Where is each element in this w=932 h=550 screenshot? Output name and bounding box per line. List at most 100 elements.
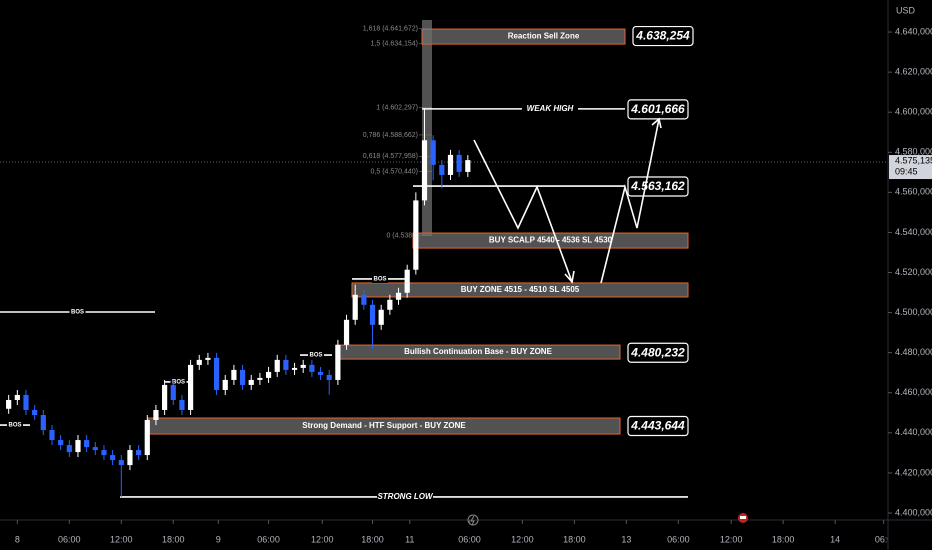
price-tag: 4.480,232 [630,345,685,359]
candle-body [196,359,202,365]
candle-body [32,409,38,415]
candle-body [127,450,133,466]
candle-body [213,357,220,390]
x-tick-label: 06:0 [875,534,893,544]
candle-body [413,200,419,270]
candle-body [352,294,358,320]
bos-label: BOS [71,310,84,316]
candle-body [369,304,376,325]
candle-body [317,371,324,375]
candle-body [456,154,462,172]
fib-label: 1 (4.602,297) [376,104,418,111]
x-tick-label: 06:00 [58,534,81,544]
level-label: WEAK HIGH [527,104,574,113]
bos-label-bg [170,377,187,386]
projection-path [473,139,573,283]
candle-body [231,369,237,380]
x-tick-label: 12:00 [511,534,534,544]
candle-body [66,445,72,453]
axis-layer: USD 4.400,000 4.420,000 4.440,000 4.460,000 4… [888,5,932,517]
candle-body [101,450,107,456]
candle-body [421,140,428,201]
fib-label: 0 (4.538,4 [386,232,418,239]
x-tick-label: 12:00 [311,534,334,544]
candle-body [14,394,20,400]
zone-label: Strong Demand - HTF Support - BUY ZONE [302,421,466,430]
x-tick-label: 06:00 [458,534,481,544]
projection-path [600,118,660,284]
lightning-glyph [470,515,475,526]
x-tick-label: 18:00 [563,534,586,544]
candle-body [465,160,471,172]
candle-body [257,377,263,380]
y-tick-label: 4.480,000 [895,347,932,357]
x-tick-label: 18:00 [361,534,384,544]
last-price-box [889,155,932,180]
last-price-label: 4.575,135 [895,155,932,165]
candle-body [283,359,289,370]
fib-label: 1,618 (4.641,672) [363,26,418,33]
candle-body [404,269,410,293]
x-tick-label: 14 [830,534,840,544]
candle-body [326,374,332,380]
x-tick-label: 06:00 [257,534,280,544]
candle-body [291,367,298,370]
price-tag-box [632,25,694,47]
price-tag: 4.443,644 [630,419,685,433]
bos-label-bg [7,421,23,430]
fib-label: 0,5 (4.570,440) [371,168,418,175]
x-tick-label: 11 [405,534,414,544]
y-tick-label: 4.500,000 [895,307,932,317]
currency-label: USD [896,5,916,15]
x-tick-label: 13 [621,534,631,544]
bos-label: BOS [309,353,322,359]
x-tick-label: 18:00 [162,534,185,544]
bos-label-bg [372,274,388,283]
zone [421,28,626,45]
candle-body [23,394,29,410]
flag-glyph [740,516,746,519]
candle-body [309,364,315,372]
zone-label: Bullish Continuation Base - BUY ZONE [404,347,553,356]
candle-body [170,384,176,400]
y-tick-label: 4.440,000 [895,427,932,437]
zone-label: Reaction Sell Zone [508,32,580,41]
candle-body [75,440,81,453]
candle-body [265,371,272,378]
price-tag-box [627,176,689,197]
level-label-bg [522,103,578,114]
y-tick-label: 4.400,000 [895,507,932,517]
zone-label: BUY SCALP 4540 - 4536 SL 4530 [489,236,613,245]
y-tick-label: 4.600,000 [895,107,932,117]
level-label-bg [377,491,433,502]
zone [412,232,689,249]
lightning-icon [467,514,479,526]
candle-body [6,399,12,409]
projection-arrowhead [651,117,662,129]
fib-label: 0,618 (4.577,958) [363,153,418,160]
candle-body [248,379,254,385]
candle-body [84,440,90,448]
fib-label: 0,786 (4.588,662) [363,132,418,139]
bos-label: BOS [373,277,386,283]
event-icon [467,513,748,526]
y-tick-label: 4.580,000 [895,147,932,157]
candle-body [274,359,280,372]
candle-body [430,140,436,165]
x-tick-label: 12:00 [110,534,133,544]
x-tick-label: 18:00 [772,534,795,544]
candle-body [335,344,341,380]
bos-label-bg [308,351,324,360]
y-tick-label: 4.460,000 [895,387,932,397]
x-tick-label: 12:00 [720,534,743,544]
candle-body [222,379,228,390]
countdown-label: 09:45 [895,166,918,176]
level-label: STRONG LOW [377,492,434,501]
projection-arrowhead [564,270,575,284]
candle-body [205,357,211,360]
y-tick-label: 4.640,000 [895,26,932,36]
bos-label: BOS [8,423,21,429]
zone [351,282,689,298]
candle-body [378,309,384,325]
candle-body [179,399,185,410]
